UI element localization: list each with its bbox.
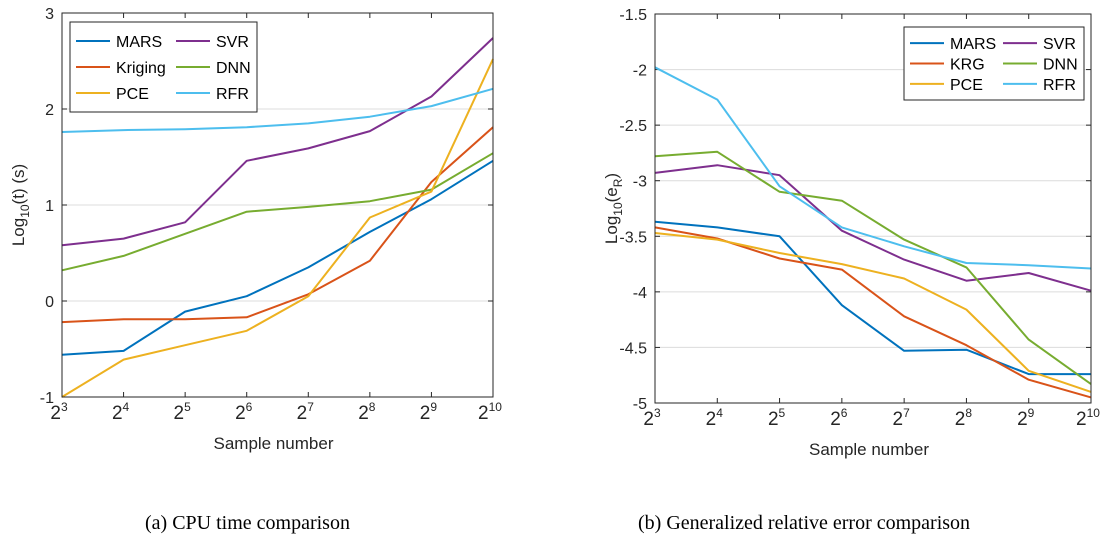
y-tick-label: 2 bbox=[45, 102, 54, 119]
chart-b: -5 -4.5 -4 -3.5 -3 -2.5 -2 -1.5 23 24 25 26 27 28 29 21… bbox=[602, 7, 1100, 459]
caption-a: (a) CPU time comparison bbox=[145, 512, 350, 534]
axes-box bbox=[654, 13, 1092, 404]
caption-b: (b) Generalized relative error compariso… bbox=[638, 512, 971, 534]
legend-label-mars: MARS bbox=[950, 36, 996, 53]
y-tick-label: -3.5 bbox=[619, 229, 647, 246]
series-line-rfr bbox=[61, 87, 494, 133]
series-line-svr bbox=[654, 164, 1092, 292]
series-line-pce bbox=[654, 232, 1092, 393]
series-line-pce bbox=[61, 58, 494, 398]
y-tick-label: 3 bbox=[45, 6, 54, 23]
legend-label-mars: MARS bbox=[116, 34, 162, 51]
y-tick-label: 0 bbox=[45, 294, 54, 311]
x-axis-label: Sample number bbox=[213, 434, 333, 453]
x-tick-label: 26 bbox=[830, 406, 848, 430]
y-tick-label: -4 bbox=[633, 285, 647, 302]
y-axis-label: Log10(t) (s) bbox=[9, 164, 32, 246]
legend: MARS SVR Kriging DNN PCE RFR bbox=[69, 21, 258, 113]
series-line-mars bbox=[654, 220, 1091, 376]
y-tick-label: -2.5 bbox=[619, 118, 647, 135]
y-tick-label: -1.5 bbox=[619, 7, 647, 24]
x-tick-label: 23 bbox=[50, 400, 68, 424]
legend-label-dnn: DNN bbox=[1043, 57, 1078, 74]
y-axis-label: Log10(eR) bbox=[602, 173, 625, 244]
series-line-dnn bbox=[61, 152, 494, 272]
x-tick-label: 27 bbox=[893, 406, 911, 430]
legend-label-svr: SVR bbox=[216, 34, 249, 51]
legend-label-svr: SVR bbox=[1043, 36, 1076, 53]
x-tick-label: 210 bbox=[478, 400, 502, 424]
x-tick-label: 27 bbox=[297, 400, 315, 424]
x-tick-label: 28 bbox=[358, 400, 376, 424]
x-tick-label: 24 bbox=[112, 400, 130, 424]
legend-label-dnn: DNN bbox=[216, 60, 251, 77]
x-tick-label: 28 bbox=[955, 406, 973, 430]
x-tick-label: 25 bbox=[174, 400, 192, 424]
y-tick-label: -5 bbox=[633, 396, 647, 413]
y-tick-label: 1 bbox=[45, 198, 54, 215]
legend-label-rfr: RFR bbox=[1043, 77, 1076, 94]
x-tick-label: 24 bbox=[706, 406, 724, 430]
legend: MARS SVR KRG DNN PCE RFR bbox=[903, 26, 1085, 101]
x-tick-label: 23 bbox=[643, 406, 661, 430]
legend-label-kriging: Kriging bbox=[116, 60, 166, 77]
series-line-kriging bbox=[61, 126, 494, 324]
x-tick-label: 25 bbox=[768, 406, 786, 430]
x-tick-label: 210 bbox=[1076, 406, 1100, 430]
legend-label-pce: PCE bbox=[950, 77, 983, 94]
axes-box bbox=[61, 12, 494, 398]
series-line-dnn bbox=[654, 150, 1092, 385]
y-tick-label: -4.5 bbox=[619, 340, 647, 357]
x-tick-label: 29 bbox=[1017, 406, 1035, 430]
legend-label-krg: KRG bbox=[950, 57, 985, 74]
legend-label-rfr: RFR bbox=[216, 86, 249, 103]
x-tick-label: 29 bbox=[420, 400, 438, 424]
x-axis-label: Sample number bbox=[809, 440, 929, 459]
y-tick-label: -2 bbox=[633, 63, 647, 80]
y-tick-label: -1 bbox=[40, 390, 54, 407]
series-line-svr bbox=[61, 37, 494, 247]
series-line-mars bbox=[61, 159, 494, 356]
legend-label-pce: PCE bbox=[116, 86, 149, 103]
series-line-rfr bbox=[654, 66, 1092, 270]
x-tick-label: 26 bbox=[235, 400, 253, 424]
y-tick-label: -3 bbox=[633, 174, 647, 191]
